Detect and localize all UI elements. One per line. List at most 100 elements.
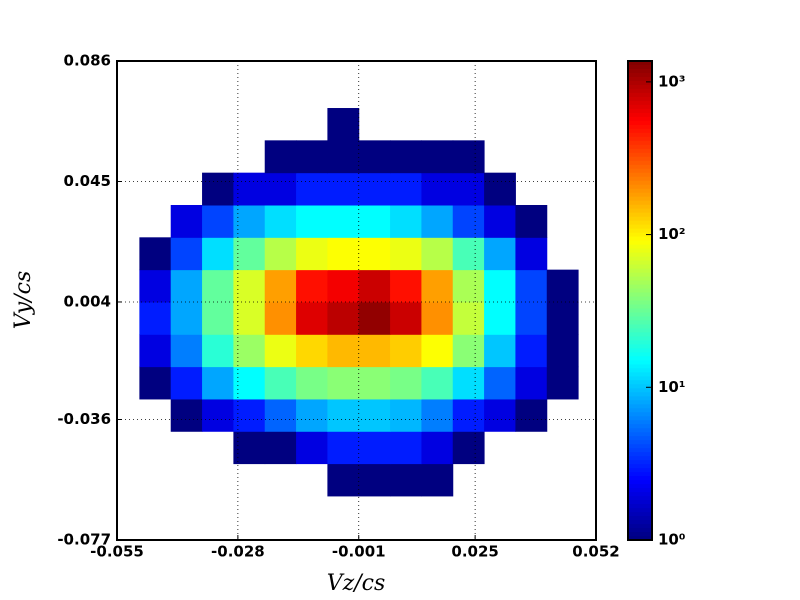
- heat-cell: [296, 431, 328, 465]
- colorbar-strip: [628, 208, 652, 214]
- colorbar-tick-label: 10¹: [658, 378, 685, 396]
- heat-cell: [202, 237, 234, 271]
- colorbar-strip: [628, 64, 652, 70]
- heat-cell: [202, 269, 234, 303]
- heat-cell: [515, 237, 548, 271]
- heat-cell: [515, 204, 548, 238]
- heat-cell: [390, 366, 422, 400]
- heat-cell: [233, 269, 266, 303]
- heat-cell: [170, 269, 203, 303]
- colorbar-strip: [628, 316, 652, 322]
- colorbar-strip: [628, 276, 652, 282]
- colorbar-strip: [628, 88, 652, 94]
- heat-cell: [327, 463, 360, 497]
- colorbar-strip: [628, 128, 652, 134]
- heat-cell: [358, 366, 391, 400]
- heat-cell: [327, 334, 360, 368]
- colorbar-strip: [628, 436, 652, 441]
- heat-cell: [358, 237, 391, 271]
- heat-cell: [452, 431, 485, 465]
- heat-cell: [484, 366, 516, 400]
- colorbar-strip: [628, 72, 652, 78]
- colorbar-strip: [628, 320, 652, 326]
- y-tick-label: -0.077: [57, 531, 111, 549]
- heat-cell: [452, 172, 485, 206]
- colorbar-strip: [628, 516, 652, 521]
- colorbar-strip: [628, 404, 652, 409]
- heat-cell: [421, 269, 454, 303]
- colorbar-strip: [628, 184, 652, 190]
- heat-cell: [515, 269, 548, 303]
- heat-cell: [233, 237, 266, 271]
- heat-cell: [546, 334, 579, 368]
- x-tick-label: -0.001: [332, 543, 386, 561]
- heat-cell: [421, 301, 454, 335]
- colorbar-strip: [628, 416, 652, 421]
- colorbar-strip: [628, 364, 652, 369]
- colorbar-strip: [628, 104, 652, 110]
- y-tick-label: -0.036: [57, 410, 111, 428]
- heat-cell: [452, 366, 485, 400]
- heat-cell: [233, 204, 266, 238]
- heat-cell: [296, 366, 328, 400]
- heat-cell: [139, 366, 172, 400]
- heat-cell: [139, 269, 172, 303]
- y-tick-label: 0.004: [64, 292, 111, 310]
- heat-cell: [390, 140, 422, 174]
- colorbar-strip: [628, 196, 652, 202]
- heat-cell: [170, 301, 203, 335]
- colorbar-strip: [628, 296, 652, 302]
- heat-cell: [264, 334, 297, 368]
- colorbar-strip: [628, 156, 652, 162]
- heat-cell: [421, 366, 454, 400]
- heat-cell: [390, 431, 422, 465]
- colorbar-strip: [628, 61, 652, 66]
- colorbar-strip: [628, 280, 652, 286]
- x-tick-label: 0.025: [451, 543, 498, 561]
- colorbar-strip: [628, 80, 652, 86]
- colorbar-strip: [628, 412, 652, 417]
- colorbar-strip: [628, 272, 652, 278]
- colorbar-strip: [628, 536, 652, 541]
- heat-cell: [484, 398, 516, 432]
- heat-cell: [452, 237, 485, 271]
- colorbar-strip: [628, 424, 652, 429]
- colorbar-strip: [628, 212, 652, 218]
- heat-cell: [327, 172, 360, 206]
- heat-cell: [421, 334, 454, 368]
- heat-cell: [390, 334, 422, 368]
- colorbar-strip: [628, 332, 652, 338]
- heat-cell: [170, 334, 203, 368]
- colorbar-strip: [628, 352, 652, 357]
- colorbar-strip: [628, 260, 652, 266]
- heat-cell: [390, 172, 422, 206]
- heat-cell: [233, 431, 266, 465]
- heat-cell: [421, 140, 454, 174]
- colorbar-strip: [628, 228, 652, 234]
- heat-cell: [264, 140, 297, 174]
- colorbar-strip: [628, 100, 652, 106]
- heat-cell: [452, 398, 485, 432]
- colorbar-strip: [628, 520, 652, 525]
- colorbar-strip: [628, 160, 652, 166]
- heat-cell: [390, 398, 422, 432]
- heat-cell: [170, 398, 203, 432]
- colorbar-strip: [628, 476, 652, 481]
- heat-cell: [233, 172, 266, 206]
- colorbar-strip: [628, 148, 652, 154]
- colorbar-strip: [628, 120, 652, 126]
- heat-cell: [296, 204, 328, 238]
- colorbar-strip: [628, 492, 652, 497]
- colorbar-strip: [628, 488, 652, 493]
- colorbar-strip: [628, 400, 652, 405]
- colorbar-strip: [628, 456, 652, 461]
- colorbar-strip: [628, 328, 652, 334]
- heat-cell: [484, 301, 516, 335]
- colorbar-frame: [627, 60, 653, 541]
- heat-cell: [264, 301, 297, 335]
- colorbar-strip: [628, 176, 652, 182]
- heat-cell: [358, 398, 391, 432]
- colorbar-strip: [628, 312, 652, 318]
- heat-cell: [264, 269, 297, 303]
- heat-cell: [452, 334, 485, 368]
